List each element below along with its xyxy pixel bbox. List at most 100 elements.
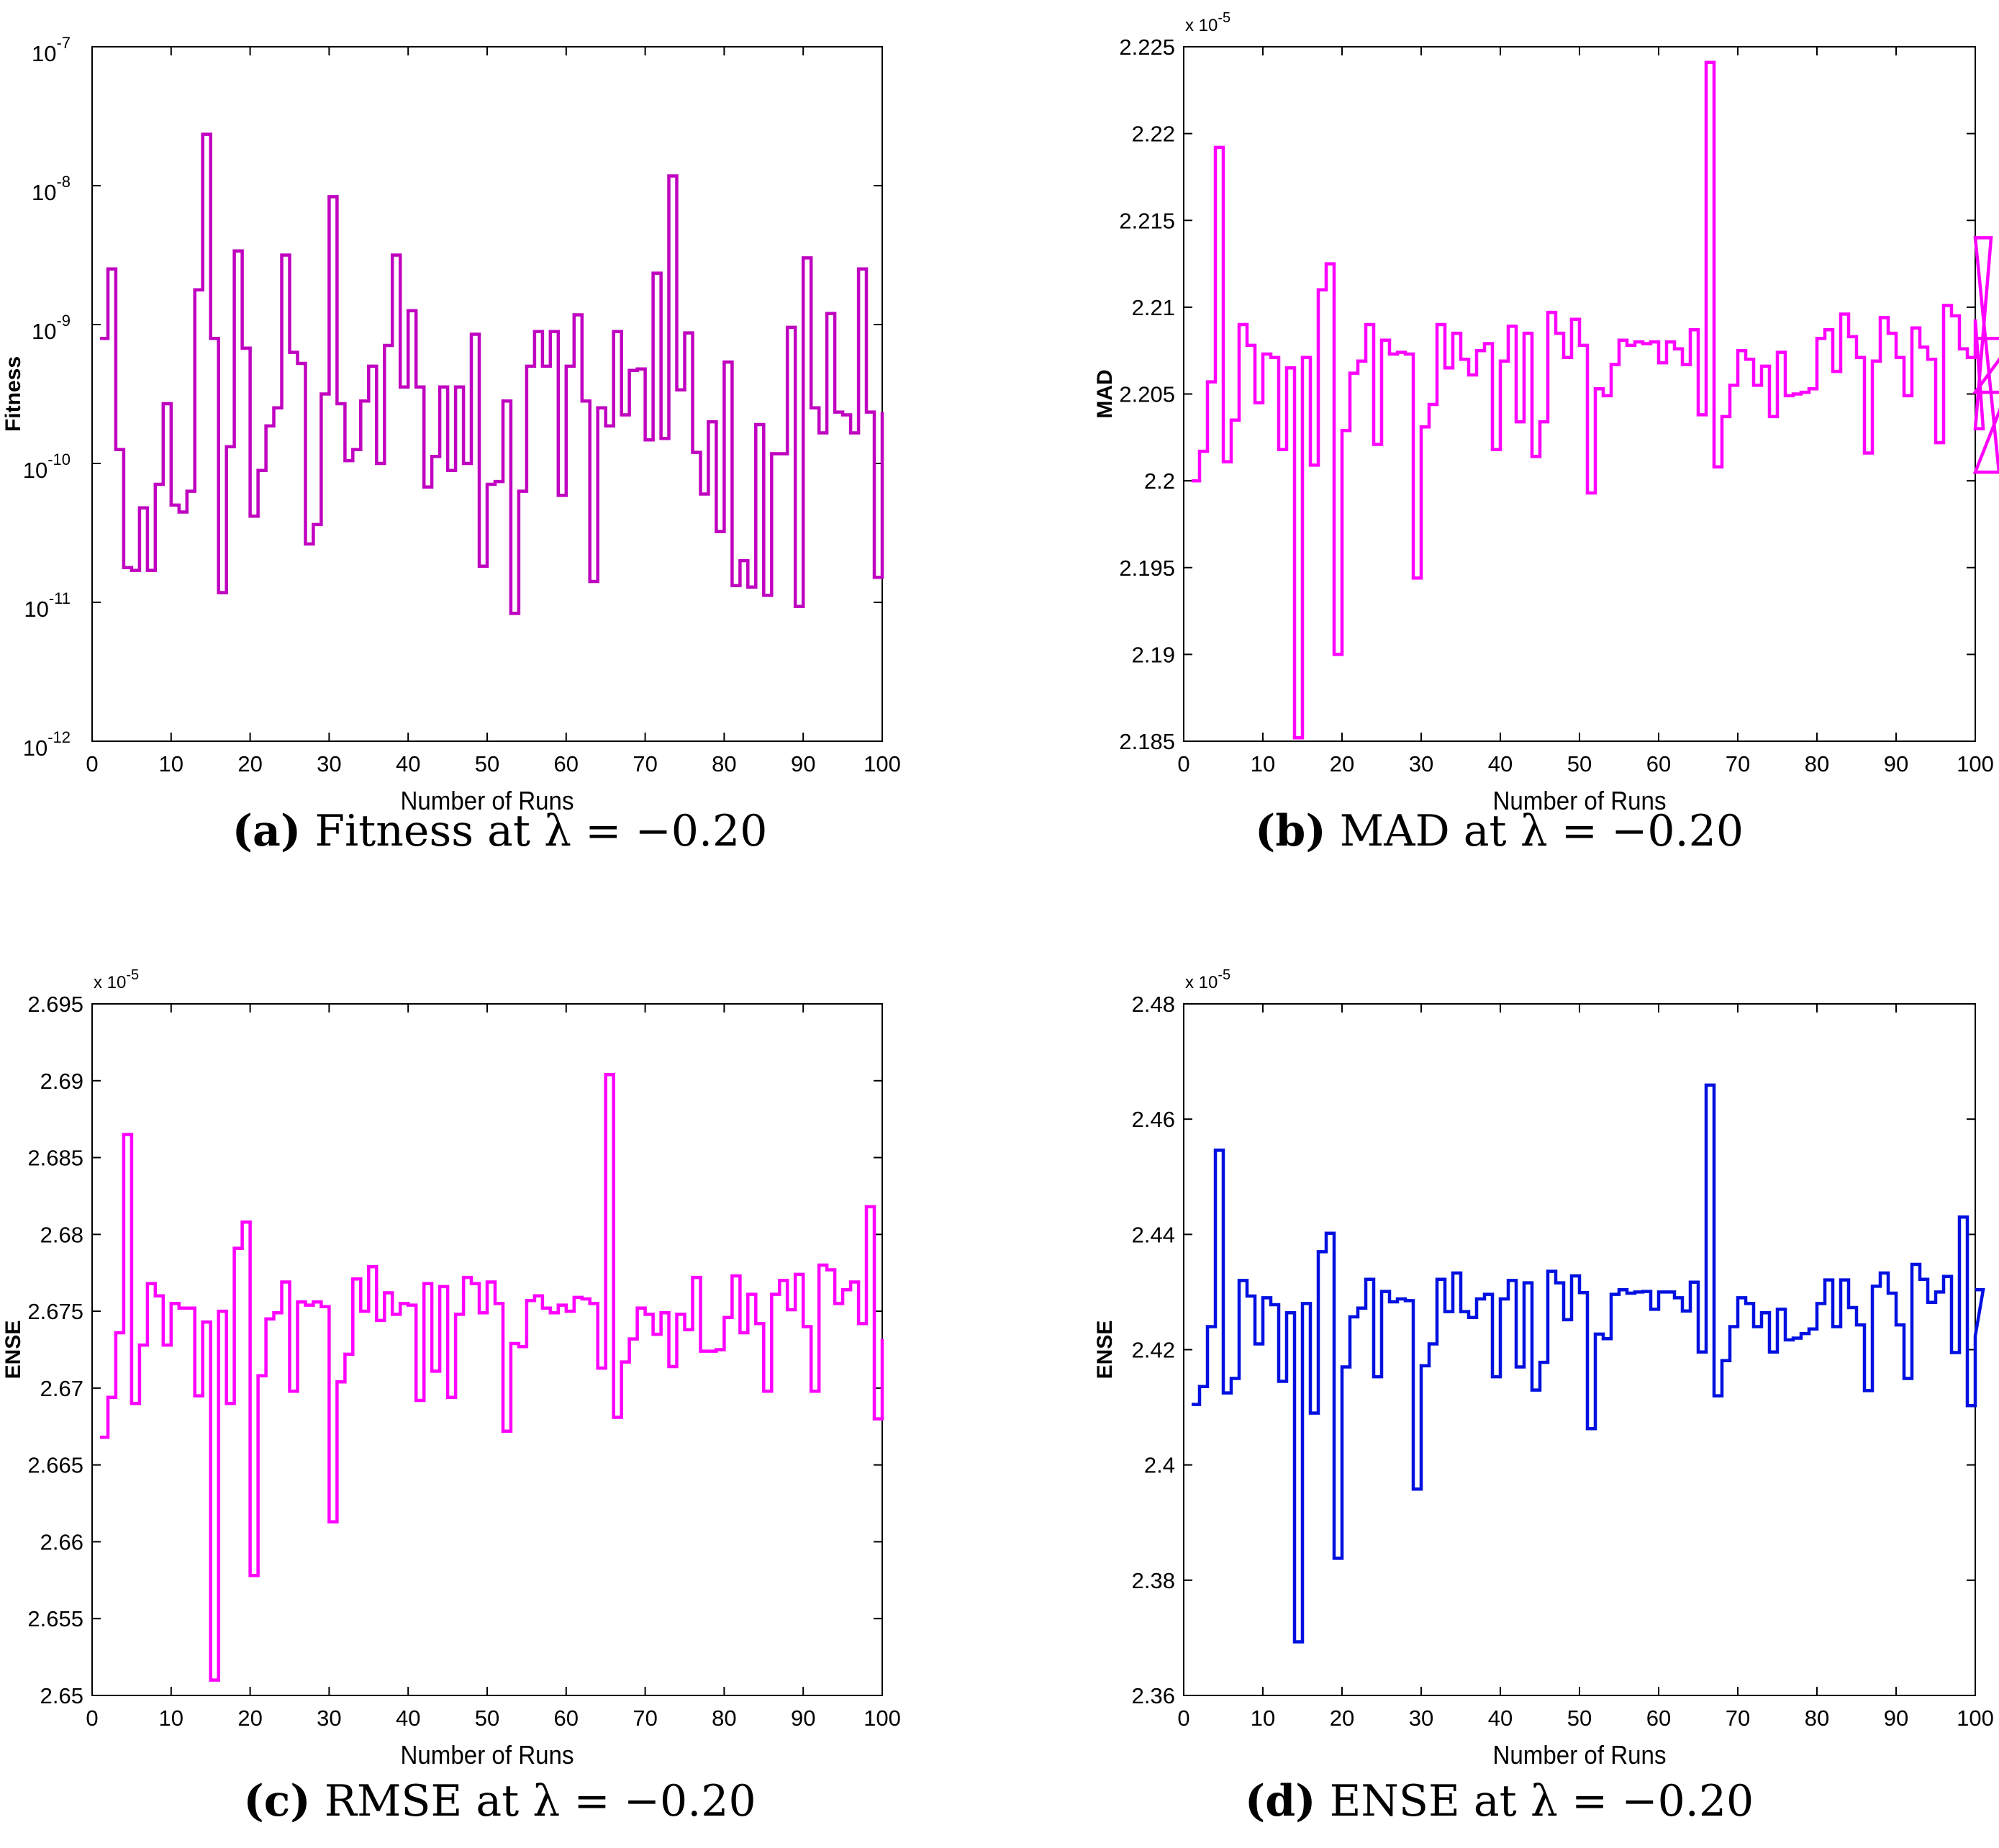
data-series-line	[1192, 60, 1999, 740]
panel-c-rmse: 0 10 20 30 40 50 60 70 80 90 100 2.65 2.655 2.66 2.665…	[0, 924, 1000, 1848]
y-tick-label: 2.695	[27, 992, 83, 1017]
y-tick-label: 2.19	[1132, 642, 1175, 667]
caption-c: (c) RMSE at λ = −0.20	[0, 1776, 1000, 1826]
x-tick-label: 80	[1805, 1706, 1829, 1731]
caption-text: MAD at λ = −0.20	[1339, 806, 1744, 856]
exponent-label: x 10-5	[1185, 967, 1230, 992]
x-tick-label: 90	[791, 751, 815, 776]
x-tick-label: 90	[791, 1706, 815, 1731]
exponent-label: x 10-5	[1185, 10, 1230, 35]
y-tick-label: 2.4	[1144, 1453, 1175, 1478]
y-tick-label: 2.215	[1119, 208, 1175, 233]
y-tick-label: 2.685	[27, 1146, 83, 1171]
x-tick-label: 90	[1884, 751, 1908, 776]
x-axis-label: Number of Runs	[1492, 1741, 1666, 1770]
x-tick-label: 60	[554, 1706, 579, 1731]
x-tick-label: 40	[1488, 751, 1513, 776]
panel-d-ense: 0 10 20 30 40 50 60 70 80 90 100 2.36 2.38 2.4 2.42 2.4…	[1000, 924, 1999, 1848]
caption-label: (b)	[1254, 806, 1326, 856]
x-tick-label: 100	[863, 751, 901, 776]
x-tick-label: 50	[475, 751, 499, 776]
rmse-chart: 0 10 20 30 40 50 60 70 80 90 100 2.65 2.655 2.66 2.665…	[1, 967, 901, 1770]
y-tick-label: 10-10	[23, 450, 71, 483]
x-tick-label: 0	[1177, 1706, 1189, 1731]
y-tick-label: 2.68	[40, 1222, 83, 1247]
y-tick-label: 10-7	[32, 34, 71, 66]
x-tick-label: 100	[1957, 751, 1994, 776]
x-tick-label: 10	[1251, 1706, 1275, 1731]
x-tick-label: 10	[1251, 751, 1275, 776]
x-tick-label: 100	[863, 1706, 901, 1731]
y-tick-label: 2.66	[40, 1529, 83, 1554]
caption-label: (c)	[243, 1776, 311, 1826]
caption-label: (a)	[232, 806, 302, 856]
y-tick-label: 2.655	[27, 1606, 83, 1631]
x-tick-label: 30	[1409, 751, 1433, 776]
caption-text: Fitness at λ = −0.20	[314, 806, 768, 856]
x-tick-label: 10	[159, 1706, 183, 1731]
caption-b: (b) MAD at λ = −0.20	[1000, 806, 1999, 856]
y-tick-label: 10-12	[23, 728, 71, 761]
y-tick-label: 2.205	[1119, 382, 1175, 407]
x-tick-label: 70	[1726, 1706, 1750, 1731]
x-axis-label: Number of Runs	[400, 1741, 574, 1770]
y-tick-label: 2.67	[40, 1376, 83, 1401]
x-axis-label: Number of Runs	[1492, 787, 1666, 816]
x-tick-label: 0	[1177, 751, 1189, 776]
y-tick-label: 2.69	[40, 1069, 83, 1094]
y-tick-label: 2.65	[40, 1683, 83, 1708]
y-axis-label: MAD	[1093, 369, 1117, 418]
x-tick-label: 20	[1330, 1706, 1354, 1731]
x-tick-label: 70	[633, 751, 657, 776]
x-tick-label: 100	[1957, 1706, 1994, 1731]
ense-chart: 0 10 20 30 40 50 60 70 80 90 100 2.36 2.38 2.4 2.42 2.4…	[1093, 967, 1994, 1770]
y-tick-label: 2.21	[1132, 295, 1175, 320]
x-tick-label: 50	[475, 1706, 499, 1731]
y-tick-label: 10-11	[24, 589, 71, 622]
y-axis-label: Fitness	[1, 356, 25, 432]
y-tick-label: 2.38	[1132, 1568, 1175, 1593]
y-axis-label: ENSE	[1, 1321, 25, 1380]
x-tick-label: 80	[1805, 751, 1829, 776]
y-tick-label: 10-8	[32, 173, 71, 205]
x-tick-label: 30	[317, 751, 341, 776]
x-tick-label: 20	[237, 1706, 262, 1731]
x-tick-label: 40	[1488, 1706, 1513, 1731]
panel-b-mad: 0 10 20 30 40 50 60 70 80 90 100 2.185 2.19 2.195 2.2 2…	[1000, 0, 1999, 924]
x-tick-label: 10	[159, 751, 183, 776]
y-tick-label: 2.225	[1119, 35, 1175, 60]
x-tick-label: 40	[396, 751, 420, 776]
x-tick-label: 60	[1646, 1706, 1671, 1731]
x-tick-label: 40	[396, 1706, 420, 1731]
data-series-line	[1192, 1083, 1985, 1644]
x-tick-label: 60	[1646, 751, 1671, 776]
y-tick-label: 2.665	[27, 1453, 83, 1478]
y-tick-label: 2.42	[1132, 1338, 1175, 1363]
mad-chart: 0 10 20 30 40 50 60 70 80 90 1002.1852.192.1952.22…	[1093, 10, 1999, 816]
x-tick-label: 30	[1409, 1706, 1433, 1731]
x-tick-label: 0	[86, 1706, 98, 1731]
x-tick-label: 30	[317, 1706, 341, 1731]
exponent-label: x 10-5	[94, 967, 139, 992]
y-tick-label: 10-9	[32, 312, 71, 344]
x-tick-label: 90	[1884, 1706, 1908, 1731]
caption-d: (d) ENSE at λ = −0.20	[1000, 1776, 1999, 1826]
x-tick-label: 80	[712, 1706, 736, 1731]
y-tick-label: 2.44	[1132, 1222, 1175, 1247]
x-tick-label: 20	[237, 751, 262, 776]
y-tick-label: 2.22	[1132, 122, 1175, 147]
y-tick-label: 2.675	[27, 1299, 83, 1324]
caption-a: (a) Fitness at λ = −0.20	[0, 806, 1000, 856]
x-tick-label: 20	[1330, 751, 1354, 776]
x-tick-label: 0	[86, 751, 98, 776]
x-tick-label: 80	[712, 751, 736, 776]
y-tick-label: 2.48	[1132, 992, 1175, 1017]
y-tick-label: 2.185	[1119, 729, 1175, 754]
caption-text: RMSE at λ = −0.20	[324, 1776, 756, 1826]
x-tick-label: 60	[554, 751, 579, 776]
y-tick-label: 2.195	[1119, 556, 1175, 581]
y-tick-label: 2.2	[1144, 468, 1175, 494]
y-tick-label: 2.46	[1132, 1107, 1175, 1132]
panel-a-fitness: 0 10 20 30 40 50 60 70 80 90 100 10-12 10-11 10-10 10-…	[0, 0, 1000, 924]
